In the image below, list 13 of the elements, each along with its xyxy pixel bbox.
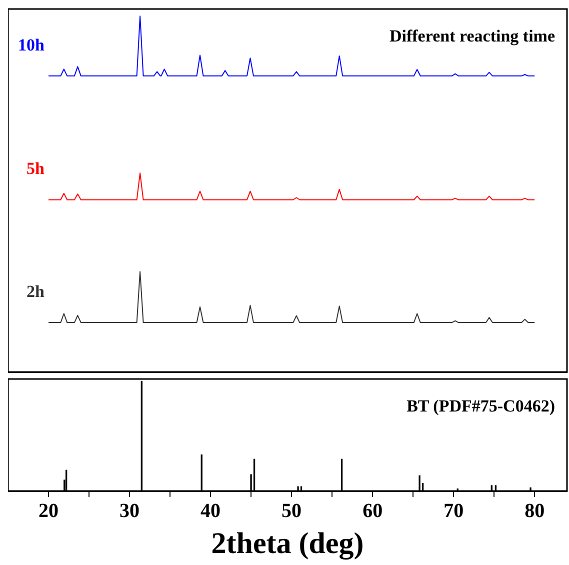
- annotation: BT (PDF#75-C0462): [406, 396, 555, 416]
- annotation: Different reacting time: [389, 26, 556, 46]
- series-label: 5h: [26, 159, 46, 178]
- series-label: 10h: [18, 35, 46, 54]
- x-tick-label: 40: [200, 500, 221, 522]
- series-label: 2h: [26, 282, 46, 301]
- x-tick-label: 60: [362, 500, 383, 522]
- x-axis-title: 2theta (deg): [211, 526, 364, 560]
- x-tick-label: 80: [524, 500, 545, 522]
- x-tick-label: 30: [120, 500, 140, 522]
- x-tick-label: 20: [38, 500, 59, 522]
- x-tick-label: 70: [444, 500, 464, 522]
- x-tick-label: 50: [282, 500, 302, 522]
